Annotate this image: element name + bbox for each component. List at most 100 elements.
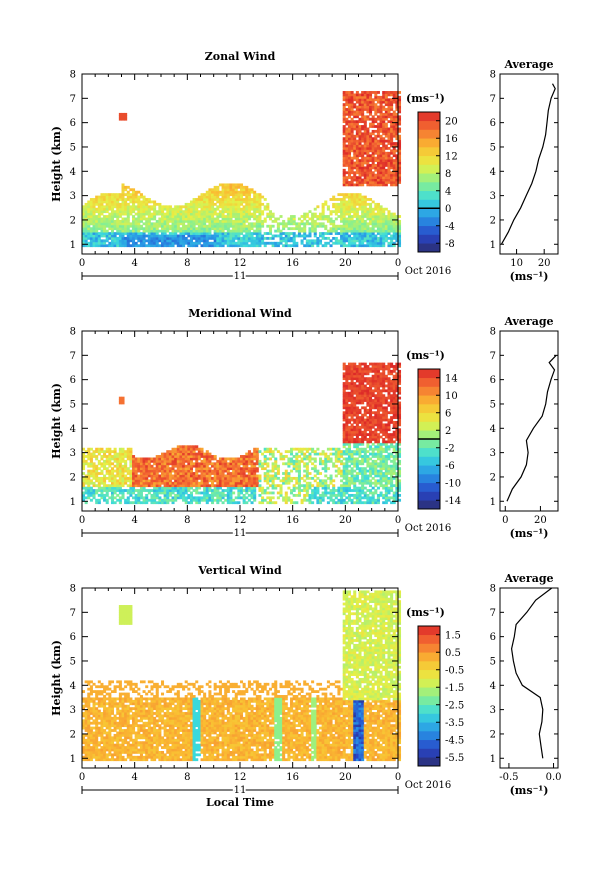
heatmap-cell [208, 207, 212, 211]
heatmap-cell [142, 198, 146, 201]
heatmap-cell [195, 212, 199, 216]
heatmap-cell [369, 112, 373, 116]
heatmap-cell [316, 205, 320, 209]
heatmap-cell [392, 164, 396, 167]
heatmap-cell [355, 210, 359, 214]
heatmap-cell [121, 399, 125, 402]
heatmap-cell [113, 496, 117, 500]
heatmap-cell [229, 202, 233, 206]
heatmap-cell [387, 229, 391, 233]
heatmap-cell [258, 229, 262, 233]
heatmap-cell [387, 100, 391, 104]
heatmap-cell [358, 108, 362, 111]
heatmap-cell [250, 474, 254, 478]
heatmap-cell [282, 222, 286, 226]
heatmap-cell [155, 212, 159, 216]
heatmap-cell [340, 229, 344, 233]
y-tick-label: 6 [70, 118, 76, 129]
heatmap-cell [155, 202, 159, 206]
heatmap-cell [245, 224, 249, 228]
heatmap-cell [161, 239, 165, 243]
heatmap-cell [276, 467, 280, 471]
heatmap-cell [142, 457, 146, 461]
heatmap-cell [163, 467, 167, 471]
heatmap-cell [392, 171, 396, 175]
heatmap-cell [355, 100, 359, 104]
heatmap-cell [263, 491, 267, 495]
heatmap-cell [363, 493, 367, 497]
heatmap-cell [313, 469, 317, 473]
heatmap-cell [161, 234, 165, 238]
heatmap-cell [345, 117, 349, 121]
heatmap-cell [353, 496, 357, 500]
heatmap-cell [353, 127, 357, 131]
heatmap-cell [297, 450, 301, 454]
heatmap-cell [345, 486, 349, 490]
heatmap-cell [182, 447, 186, 451]
heatmap-cell [300, 234, 304, 238]
heatmap-cell [221, 491, 225, 495]
heatmap-cell [295, 467, 299, 471]
heatmap-cell [347, 110, 351, 114]
heatmap-cell [218, 472, 222, 475]
heatmap-cell [218, 498, 222, 502]
heatmap-cell [266, 464, 270, 468]
profile-x-tick-label: 10 [510, 258, 523, 269]
heatmap-cell [374, 178, 378, 182]
heatmap-cell [369, 156, 373, 160]
heatmap-cell [355, 496, 359, 500]
heatmap-cell [216, 227, 220, 231]
heatmap-cell [363, 159, 367, 162]
heatmap-cell [179, 452, 183, 456]
heatmap-cell [347, 161, 351, 165]
heatmap-cell [232, 236, 236, 240]
heatmap-cell [97, 489, 101, 492]
heatmap-cell [395, 100, 399, 104]
heatmap-cell [303, 486, 307, 490]
heatmap-cell [363, 491, 367, 495]
heatmap-cell [342, 224, 346, 228]
heatmap-cell [82, 234, 86, 238]
heatmap-cell [263, 219, 267, 223]
heatmap-cell [358, 173, 362, 177]
heatmap-cell [255, 224, 259, 228]
heatmap-cell [390, 229, 394, 233]
heatmap-cell [282, 496, 286, 500]
heatmap-cell [371, 105, 375, 109]
heatmap-cell [353, 489, 357, 492]
heatmap-cell [224, 193, 228, 197]
heatmap-cell [103, 229, 107, 233]
heatmap-cell [363, 168, 367, 172]
heatmap-cell [166, 234, 170, 238]
heatmap-cell [97, 244, 101, 248]
heatmap-cell [271, 496, 275, 500]
heatmap-cell [208, 188, 212, 192]
heatmap-cell [266, 202, 270, 206]
heatmap-cell [234, 224, 238, 228]
heatmap-cell [158, 469, 162, 473]
heatmap-cell [355, 129, 359, 133]
heatmap-cell [247, 236, 251, 240]
heatmap-cell [211, 217, 215, 221]
heatmap-cell [361, 501, 365, 505]
heatmap-cell [216, 496, 220, 500]
heatmap-cell [374, 222, 378, 226]
heatmap-cell [342, 212, 346, 216]
heatmap-cell [163, 224, 167, 228]
heatmap-cell [292, 234, 296, 238]
heatmap-cell [174, 469, 178, 473]
profile-frame [499, 73, 559, 255]
heatmap-cell [384, 112, 388, 116]
profile-line [500, 83, 556, 245]
heatmap-cell [221, 474, 225, 478]
heatmap-cell [216, 224, 220, 228]
heatmap-cell [250, 467, 254, 471]
heatmap-cell [334, 464, 338, 468]
colorbar-tick-label: 4 [445, 186, 451, 197]
heatmap-cell [308, 232, 312, 235]
heatmap-cell [195, 476, 199, 480]
heatmap-cell [132, 486, 136, 490]
heatmap-cell [347, 105, 351, 109]
heatmap-cell [205, 474, 209, 478]
heatmap-cell [358, 137, 362, 141]
